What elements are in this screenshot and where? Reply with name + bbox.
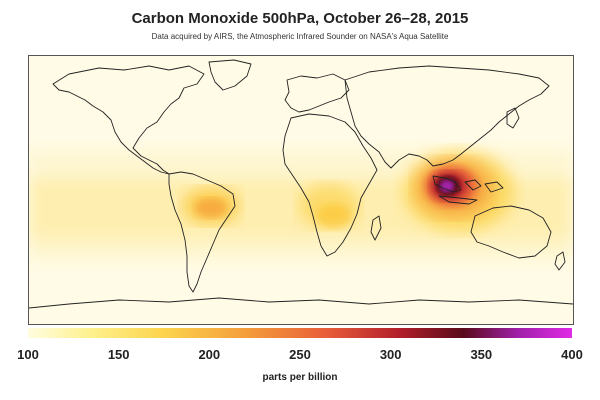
colorbar-gradient — [28, 328, 572, 338]
colorbar-tick: 350 — [470, 347, 493, 362]
map-subtitle: Data acquired by AIRS, the Atmospheric I… — [151, 32, 449, 41]
co-concentration-map — [29, 59, 573, 309]
australia-outline — [470, 205, 552, 259]
greenland-outline — [208, 59, 252, 91]
map-title: Carbon Monoxide 500hPa, October 26–28, 2… — [131, 10, 469, 27]
colorbar-tick: 150 — [107, 347, 130, 362]
colorbar-tick: 300 — [379, 347, 402, 362]
colorbar — [28, 328, 572, 338]
africa-outline — [282, 113, 378, 257]
south-america-outline — [168, 171, 236, 293]
europe-outline — [284, 73, 350, 113]
colorbar-tick: 200 — [198, 347, 221, 362]
colorbar-tick: 400 — [561, 347, 583, 362]
colorbar-units: parts per billion — [262, 372, 338, 383]
world-map — [28, 55, 574, 325]
madagascar-outline — [370, 215, 382, 241]
antarctica-outline — [29, 297, 573, 309]
new-zealand-outline — [554, 251, 566, 271]
continent-outlines — [29, 59, 573, 309]
japan-outline — [506, 107, 520, 129]
colorbar-tick: 250 — [289, 347, 311, 362]
hotspot-south-america — [183, 188, 239, 224]
asia-outline — [344, 65, 550, 169]
hotspot-indonesia — [404, 151, 514, 231]
north-america-outline — [52, 65, 205, 175]
hotspot-africa — [299, 184, 359, 228]
colorbar-tick: 100 — [17, 347, 39, 362]
indonesia-outline — [432, 175, 504, 205]
